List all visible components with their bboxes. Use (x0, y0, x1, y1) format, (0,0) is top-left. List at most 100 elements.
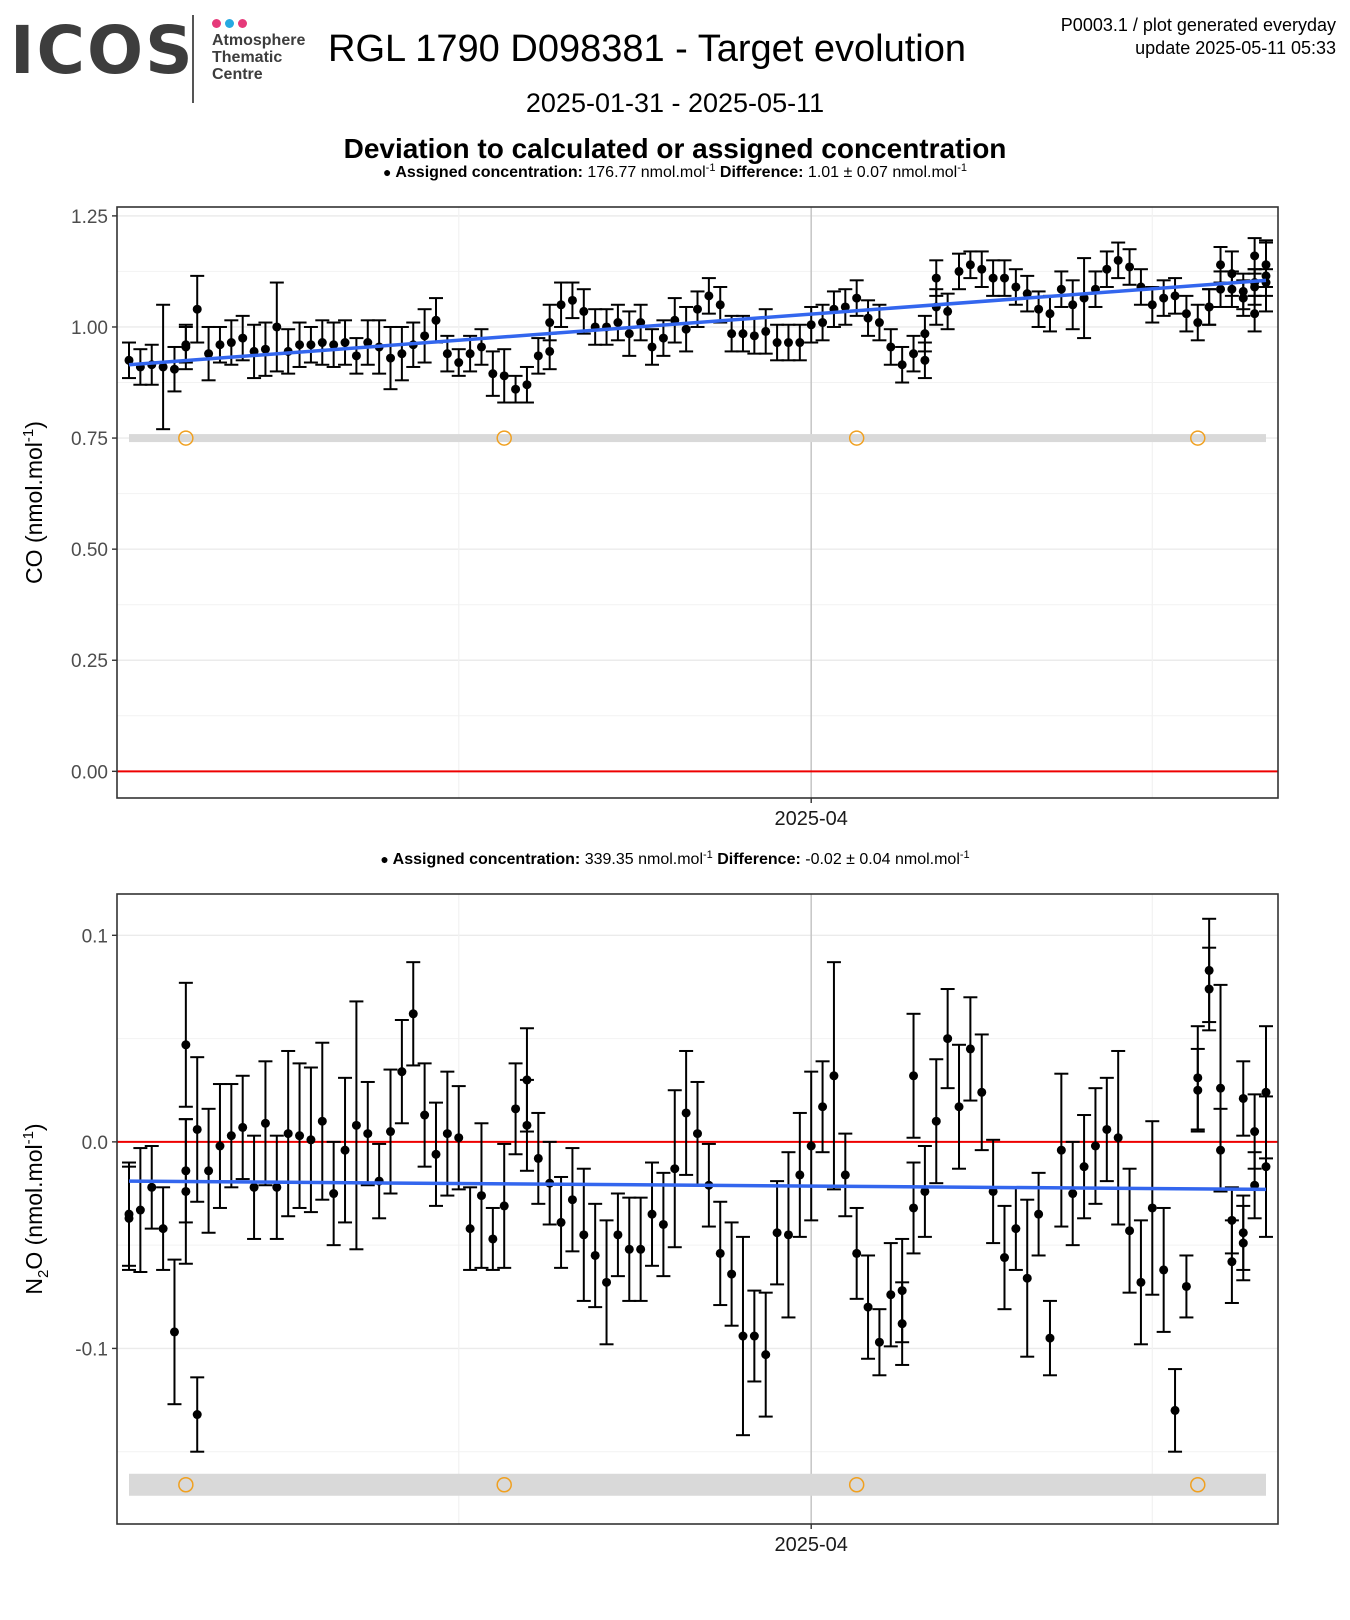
point-marker (1034, 1209, 1044, 1219)
logo-dots-icon (212, 15, 251, 33)
point-marker (1181, 309, 1191, 319)
data-point (1111, 1049, 1126, 1226)
point-marker (204, 349, 214, 359)
point-marker (727, 1269, 737, 1279)
data-point (258, 1060, 273, 1187)
point-marker (931, 273, 941, 283)
point-marker (1011, 282, 1021, 292)
meta-line-1: P0003.1 / plot generated everyday (1060, 15, 1336, 35)
data-point (1054, 1072, 1069, 1228)
point-marker (386, 1127, 396, 1137)
data-point (1156, 279, 1171, 317)
point-marker (1079, 1162, 1089, 1172)
legend-text: ● Assigned concentration: 339.35 nmol.mo… (380, 849, 969, 868)
data-point (190, 1056, 205, 1203)
point-marker (909, 1203, 919, 1213)
point-marker (260, 1118, 270, 1128)
point-marker (1238, 1238, 1248, 1248)
data-point (508, 1062, 523, 1156)
legend: ● Assigned concentration: 339.35 nmol.mo… (380, 849, 969, 868)
data-point (929, 1058, 944, 1185)
data-point (952, 1043, 967, 1170)
point-marker (533, 1153, 543, 1163)
data-point (1236, 1204, 1251, 1282)
point-marker (840, 1170, 850, 1180)
data-point (690, 1080, 705, 1187)
data-point (258, 321, 273, 377)
y-axis-title: CO (nmol.mol-1) (20, 421, 47, 584)
point-marker (363, 338, 373, 348)
data-point (622, 310, 637, 357)
point-marker (840, 302, 850, 312)
data-point (508, 374, 523, 404)
point-marker (897, 360, 907, 370)
calibration-marker (1190, 430, 1206, 446)
point-marker (1250, 251, 1260, 261)
data-point (758, 1291, 773, 1418)
y-tick-label: 0.50 (71, 540, 108, 561)
data-point (986, 1138, 1001, 1245)
data-point (747, 1289, 762, 1383)
data-point (224, 1083, 239, 1189)
data-point (1054, 270, 1069, 308)
calibration-marker (178, 1477, 194, 1493)
point-marker (545, 346, 555, 356)
point-marker (442, 1129, 452, 1139)
data-point (940, 292, 955, 331)
reference-band (129, 1473, 1266, 1496)
point-marker (226, 338, 236, 348)
point-marker (238, 333, 248, 343)
legend-assigned-label: Assigned concentration: (393, 851, 585, 868)
point-marker (1227, 269, 1237, 279)
point-marker (1193, 1073, 1203, 1083)
point-marker (363, 1129, 373, 1139)
data-point (804, 305, 819, 344)
legend-dot-icon: ● (383, 164, 395, 180)
trend-line (128, 1179, 1267, 1192)
point-marker (1068, 300, 1078, 310)
data-point (679, 305, 694, 353)
point-marker (340, 1145, 350, 1155)
data-point (770, 323, 785, 362)
data-point (701, 277, 716, 315)
point-marker (965, 1044, 975, 1054)
data-point (451, 348, 466, 377)
point-marker (124, 355, 134, 365)
point-marker (124, 1213, 134, 1223)
point-marker (295, 1131, 305, 1141)
data-point (428, 1101, 443, 1207)
point-marker (988, 1186, 998, 1196)
data-point (235, 1074, 250, 1181)
data-point (565, 281, 580, 320)
point-marker (1022, 1273, 1032, 1283)
page-title: RGL 1790 D098381 - Target evolution (328, 28, 966, 70)
data-point (1020, 1198, 1035, 1358)
data-point (167, 345, 182, 393)
legend-difference-sup: -1 (957, 162, 967, 174)
point-marker (499, 1201, 509, 1211)
point-marker (420, 331, 430, 341)
point-marker (238, 1122, 248, 1132)
data-point (417, 1062, 432, 1168)
point-marker (1216, 1083, 1226, 1093)
point-marker (1147, 300, 1157, 310)
data-point (1065, 1140, 1080, 1247)
point-marker (272, 1182, 282, 1192)
data-point (1224, 1219, 1239, 1304)
chart-subtitle: Deviation to calculated or assigned conc… (343, 133, 1007, 164)
point-marker (499, 371, 509, 381)
calibration-marker (496, 1477, 512, 1493)
point-marker (1056, 1145, 1066, 1155)
data-point (633, 1196, 648, 1302)
point-marker (783, 1230, 793, 1240)
logo-sub-line-3: Centre (212, 66, 263, 83)
data-point (1259, 1025, 1273, 1160)
point-marker (681, 324, 691, 334)
point-marker (954, 1102, 964, 1112)
data-point (531, 1111, 546, 1205)
data-point (349, 337, 364, 375)
point-marker (1227, 1257, 1237, 1267)
point-marker (920, 355, 930, 365)
data-point (554, 1175, 569, 1269)
